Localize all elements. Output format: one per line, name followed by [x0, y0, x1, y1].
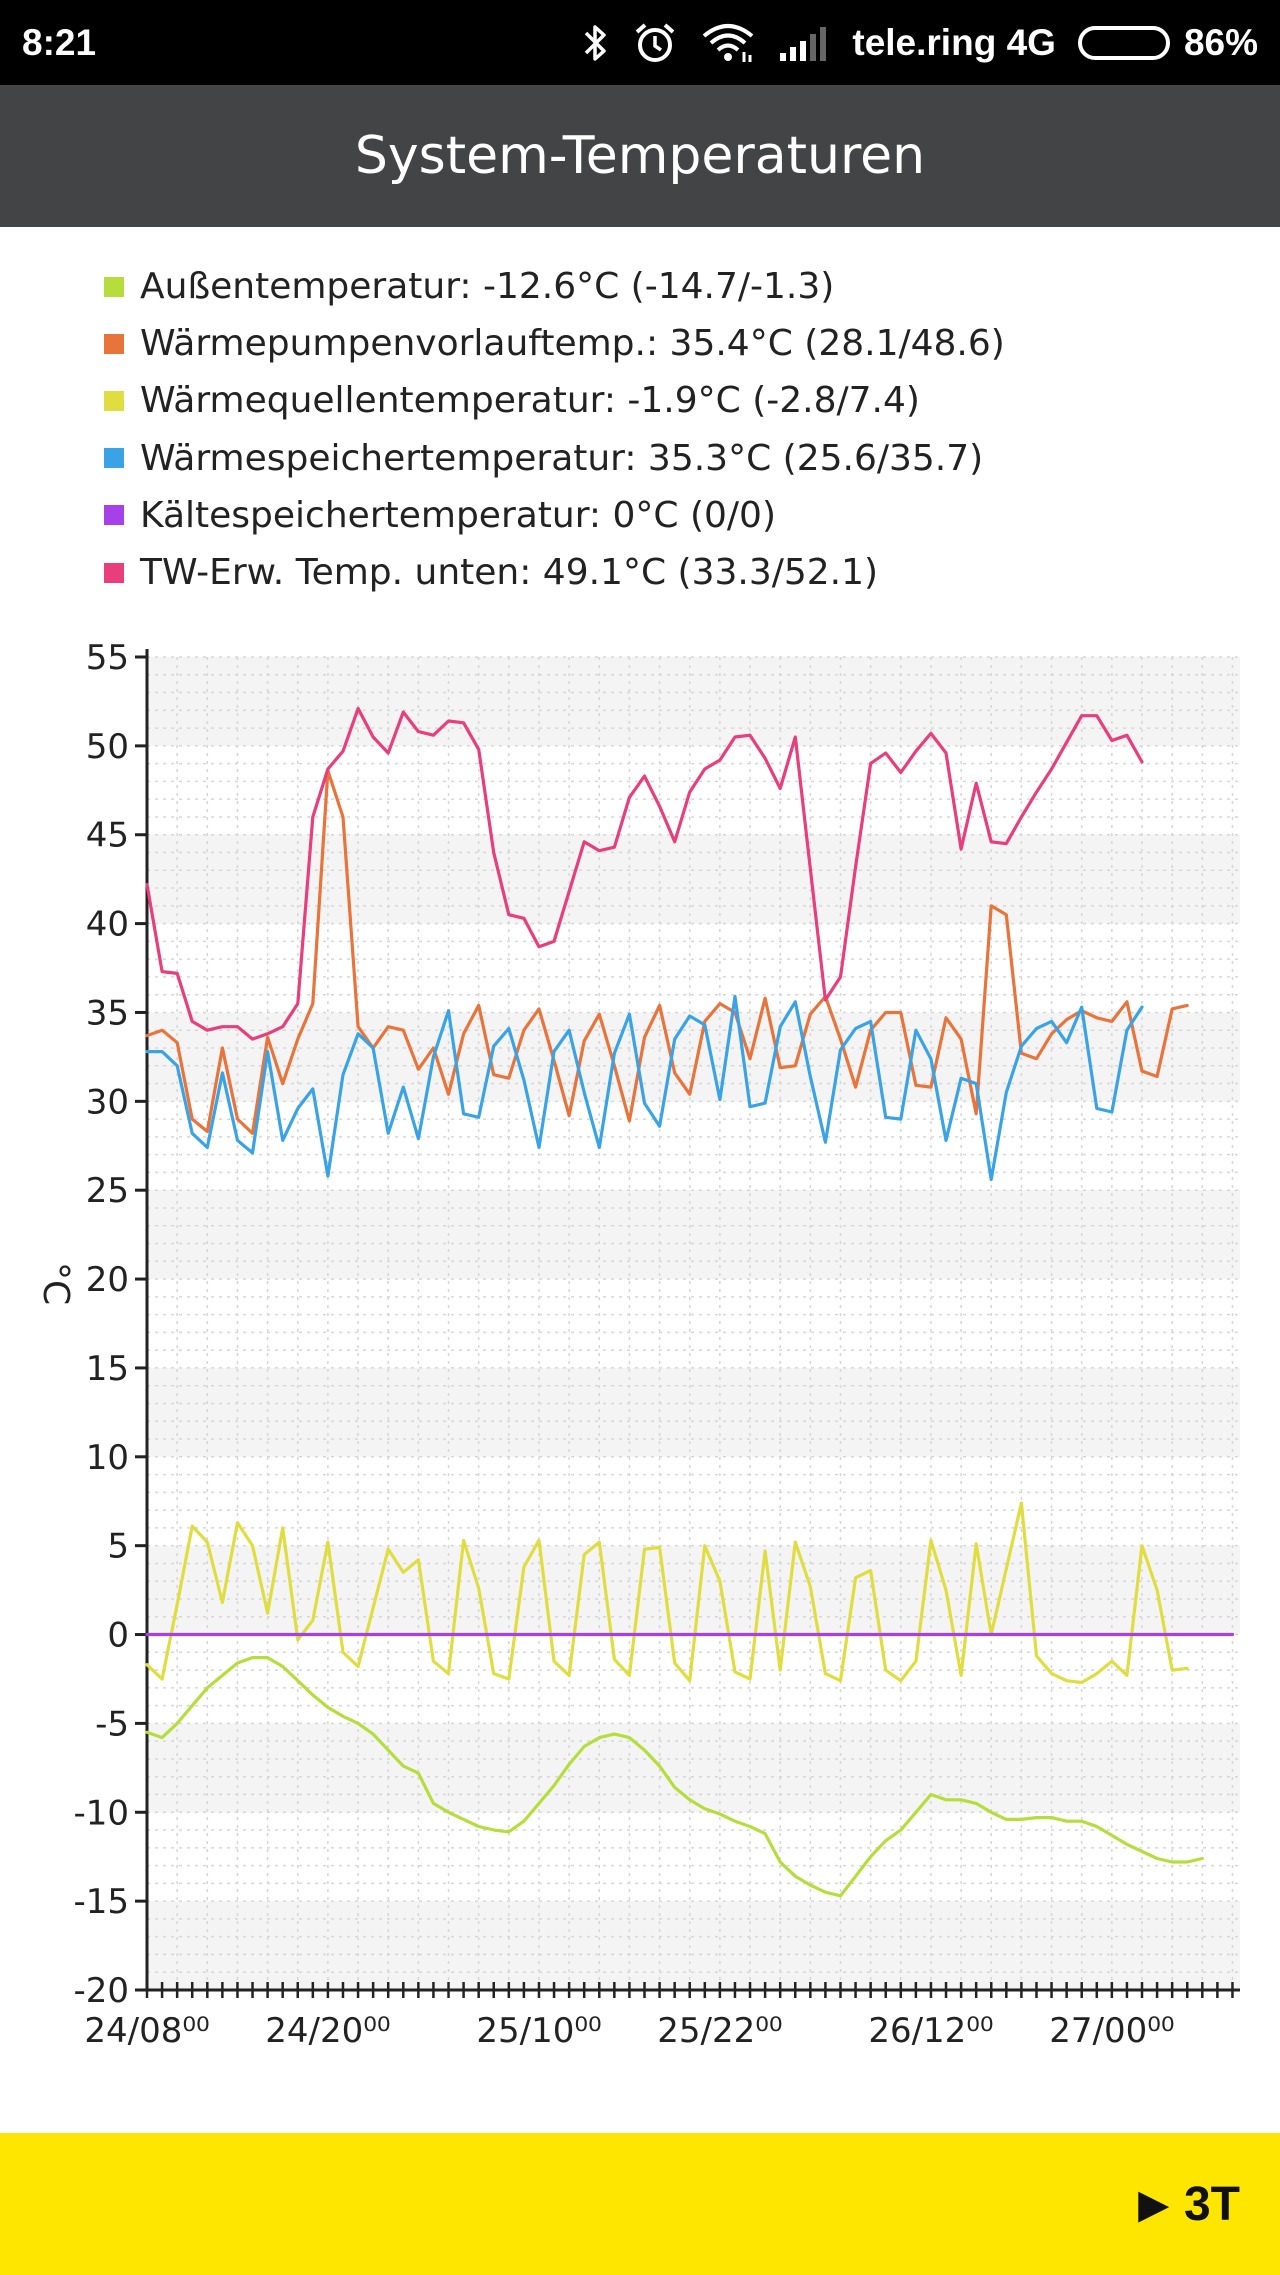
wifi-icon — [700, 22, 756, 64]
y-tick-label: 50 — [86, 727, 129, 767]
legend-item-waermepumpenvorlauf: Wärmepumpenvorlauftemp.: 35.4°C (28.1/48… — [104, 315, 1254, 372]
battery-icon — [1077, 25, 1170, 60]
y-tick-label: -5 — [95, 1704, 129, 1744]
grid-band — [147, 657, 1240, 746]
y-tick-label: 10 — [86, 1438, 129, 1478]
legend-swatch — [104, 276, 124, 297]
y-tick-label: 35 — [86, 993, 129, 1033]
legend-label: Kältespeichertemperatur: 0°C (0/0) — [140, 494, 776, 536]
y-tick-label: 30 — [86, 1082, 129, 1122]
legend-item-tw-erw-temp: TW-Erw. Temp. unten: 49.1°C (33.3/52.1) — [104, 544, 1254, 601]
grid-band — [147, 1723, 1240, 1813]
legend-item-aussentemperatur: Außentemperatur: -12.6°C (-14.7/-1.3) — [104, 258, 1254, 315]
alarm-icon — [632, 20, 678, 66]
x-tick-label: 25/10⁰⁰ — [476, 2011, 601, 2051]
grid-band — [147, 834, 1240, 924]
y-tick-label: 0 — [107, 1616, 129, 1656]
play-icon: ▶ — [1138, 2183, 1168, 2226]
y-tick-label: -10 — [73, 1793, 129, 1833]
legend-swatch — [104, 562, 124, 583]
series-line — [145, 1655, 1204, 1898]
temperature-chart: 55 50 45 40 35 30 25 20 15 10 5 0 -5 -10 -15 -20 24/08⁰⁰… — [0, 620, 1280, 2060]
chart-canvas: 5550454035302520151050-5-10-15-2024/08⁰⁰… — [35, 638, 1240, 2051]
status-bar: 8:21 tele.ring 4G 86% — [0, 0, 1280, 85]
page-title: System-Temperaturen — [354, 126, 926, 186]
status-time: 8:21 — [22, 21, 97, 63]
range-label: 3T — [1183, 2177, 1240, 2231]
x-tick-label: 25/22⁰⁰ — [657, 2011, 782, 2051]
x-tick-label: 27/00⁰⁰ — [1049, 2011, 1174, 2051]
legend-label: Außentemperatur: -12.6°C (-14.7/-1.3) — [140, 266, 835, 308]
chart-legend: Außentemperatur: -12.6°C (-14.7/-1.3) Wä… — [104, 258, 1254, 601]
legend-label: Wärmespeichertemperatur: 35.3°C (25.6/35… — [140, 437, 984, 479]
range-3t-button[interactable]: ▶ 3T — [1139, 2133, 1240, 2275]
legend-item-kaeltespeicher: Kältespeichertemperatur: 0°C (0/0) — [104, 487, 1254, 544]
signal-icon — [778, 23, 830, 63]
legend-item-waermequelle: Wärmequellentemperatur: -1.9°C (-2.8/7.4… — [104, 372, 1254, 429]
plot-background — [147, 657, 1240, 1990]
y-tick-label: 15 — [86, 1349, 129, 1389]
series-line — [145, 769, 1189, 1135]
series-line — [145, 1501, 1189, 1685]
legend-label: Wärmequellentemperatur: -1.9°C (-2.8/7.4… — [140, 380, 920, 422]
grid-band — [147, 1901, 1240, 1990]
x-tick-label: 26/12⁰⁰ — [868, 2011, 993, 2051]
grid-band — [147, 1190, 1240, 1280]
y-tick-label: 20 — [86, 1260, 129, 1300]
grid-band — [147, 1012, 1240, 1102]
y-tick-label: 45 — [86, 816, 129, 856]
legend-swatch — [104, 333, 124, 354]
y-tick-label: 55 — [86, 638, 129, 678]
legend-swatch — [104, 448, 124, 469]
grid-band — [147, 1367, 1240, 1457]
x-tick-label: 24/20⁰⁰ — [265, 2011, 390, 2051]
app-bar: System-Temperaturen — [0, 85, 1280, 227]
x-tick-label: 24/08⁰⁰ — [84, 2011, 209, 2051]
y-tick-label: 40 — [86, 905, 129, 945]
status-icons: tele.ring 4G 86% — [580, 20, 1258, 66]
y-tick-label: -20 — [73, 1971, 129, 2011]
bluetooth-icon — [580, 22, 610, 64]
legend-swatch — [104, 390, 124, 411]
battery-percent: 86% — [1183, 21, 1258, 63]
carrier-label: tele.ring 4G — [852, 21, 1056, 63]
y-tick-label: 25 — [86, 1171, 129, 1211]
battery-indicator: 86% — [1077, 21, 1258, 64]
y-axis-label: °C — [35, 1262, 76, 1305]
legend-label: Wärmepumpenvorlauftemp.: 35.4°C (28.1/48… — [140, 323, 1005, 365]
y-tick-label: -15 — [73, 1882, 129, 1922]
legend-label: TW-Erw. Temp. unten: 49.1°C (33.3/52.1) — [140, 552, 879, 594]
legend-swatch — [104, 505, 124, 526]
grid-lines — [146, 656, 1240, 1991]
series-line — [145, 994, 1144, 1182]
bottom-bar: ▶ 3T — [0, 2133, 1280, 2275]
legend-item-waermespeicher: Wärmespeichertemperatur: 35.3°C (25.6/35… — [104, 430, 1254, 487]
y-tick-label: 5 — [107, 1527, 129, 1567]
series-line — [145, 706, 1144, 1041]
